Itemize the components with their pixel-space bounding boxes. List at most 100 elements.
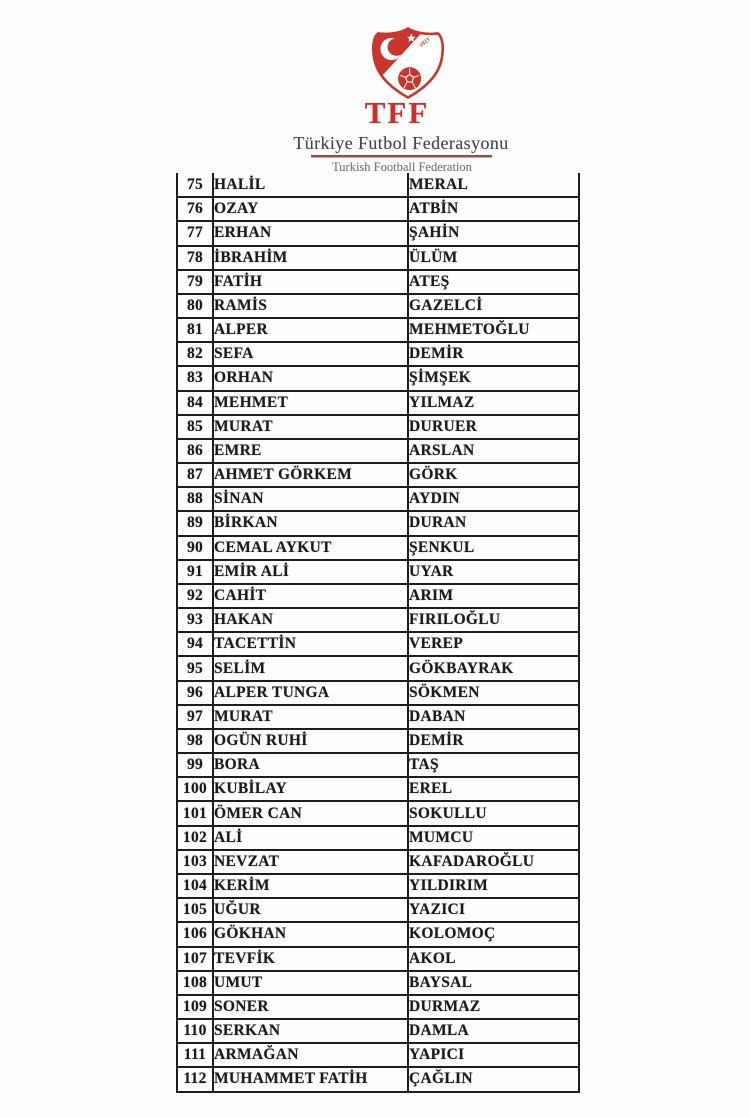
- row-last-name-cell: ATEŞ: [407, 268, 580, 295]
- row-last-name-cell: ŞİMŞEK: [407, 365, 580, 392]
- row-number-cell: 111: [176, 1042, 214, 1069]
- row-number-cell: 82: [176, 341, 214, 368]
- table-row: 81 ALPER MEHMETOĞLU: [176, 317, 580, 344]
- row-last-name-cell: ATBİN: [407, 196, 580, 223]
- tff-logo-block: 1923 TFF Türkiye Futbol Federasyonu Turk…: [0, 0, 750, 175]
- row-last-name-cell: GÖKBAYRAK: [407, 655, 580, 682]
- row-last-name-cell: DABAN: [407, 703, 580, 730]
- row-first-name-cell: KERİM: [212, 872, 409, 900]
- table-row: 83 ORHAN ŞİMŞEK: [176, 365, 580, 392]
- row-first-name-cell: ALPER: [212, 317, 409, 344]
- row-number-cell: 104: [176, 872, 214, 900]
- federation-name-turkish: Türkiye Futbol Federasyonu: [293, 133, 509, 153]
- row-number-cell: 76: [176, 196, 214, 223]
- row-first-name-cell: BİRKAN: [212, 510, 409, 537]
- row-last-name-cell: ŞENKUL: [407, 534, 580, 561]
- table-row: 94 TACETTİN VEREP: [176, 631, 580, 658]
- row-first-name-cell: FATİH: [212, 268, 409, 295]
- table-row: 86 EMRE ARSLAN: [176, 437, 580, 465]
- row-number-cell: 105: [176, 897, 214, 924]
- row-last-name-cell: FIRILOĞLU: [407, 607, 580, 634]
- row-first-name-cell: OZAY: [212, 196, 409, 223]
- row-number-cell: 109: [176, 993, 214, 1021]
- row-first-name-cell: NEVZAT: [212, 848, 409, 875]
- row-first-name-cell: ARMAĞAN: [212, 1042, 409, 1069]
- row-first-name-cell: SERKAN: [212, 1018, 409, 1045]
- row-first-name-cell: RAMİS: [212, 292, 409, 320]
- row-last-name-cell: TAŞ: [407, 752, 580, 779]
- table-row: 80 RAMİS GAZELCİ: [176, 292, 580, 320]
- table-row: 99 BORA TAŞ: [176, 752, 580, 779]
- table-row: 88 SİNAN AYDIN: [176, 486, 580, 513]
- row-last-name-cell: ÜLÜM: [407, 244, 580, 271]
- row-number-cell: 83: [176, 365, 214, 392]
- row-number-cell: 90: [176, 534, 214, 561]
- table-row: 107 TEVFİK AKOL: [176, 945, 580, 972]
- row-first-name-cell: TACETTİN: [212, 631, 409, 658]
- table-row: 101 ÖMER CAN SOKULLU: [176, 800, 580, 827]
- table-row: 79 FATİH ATEŞ: [176, 268, 580, 295]
- row-number-cell: 107: [176, 945, 214, 972]
- row-first-name-cell: GÖKHAN: [212, 921, 409, 948]
- table-row: 100 KUBİLAY EREL: [176, 776, 580, 803]
- row-number-cell: 75: [176, 173, 214, 199]
- row-last-name-cell: EREL: [407, 776, 580, 803]
- row-last-name-cell: SOKULLU: [407, 800, 580, 827]
- row-last-name-cell: GÖRK: [407, 462, 580, 489]
- row-number-cell: 79: [176, 268, 214, 295]
- row-last-name-cell: DURMAZ: [407, 993, 580, 1021]
- row-number-cell: 93: [176, 607, 214, 634]
- row-number-cell: 103: [176, 848, 214, 875]
- table-row: 75 HALİL MERAL: [176, 173, 580, 199]
- table-row: 91 EMİR ALİ UYAR: [176, 558, 580, 585]
- row-number-cell: 80: [176, 292, 214, 320]
- row-number-cell: 81: [176, 317, 214, 344]
- row-last-name-cell: MEHMETOĞLU: [407, 317, 580, 344]
- row-first-name-cell: EMİR ALİ: [212, 558, 409, 585]
- row-number-cell: 78: [176, 244, 214, 271]
- row-number-cell: 96: [176, 679, 214, 706]
- row-number-cell: 110: [176, 1018, 214, 1045]
- row-first-name-cell: SONER: [212, 993, 409, 1021]
- row-first-name-cell: SELİM: [212, 655, 409, 682]
- row-first-name-cell: EMRE: [212, 437, 409, 465]
- row-first-name-cell: ORHAN: [212, 365, 409, 392]
- roster-table-body: 75 HALİL MERAL 76 OZAY ATBİN 77 ERHAN ŞA…: [176, 173, 580, 1093]
- table-row: 110 SERKAN DAMLA: [176, 1018, 580, 1045]
- row-first-name-cell: MURAT: [212, 413, 409, 440]
- row-last-name-cell: DEMİR: [407, 727, 580, 755]
- table-row: 105 UĞUR YAZICI: [176, 897, 580, 924]
- row-number-cell: 91: [176, 558, 214, 585]
- row-number-cell: 101: [176, 800, 214, 827]
- table-row: 103 NEVZAT KAFADAROĞLU: [176, 848, 580, 875]
- table-row: 84 MEHMET YILMAZ: [176, 389, 580, 416]
- red-divider-line: [311, 155, 492, 158]
- row-last-name-cell: SÖKMEN: [407, 679, 580, 706]
- table-row: 85 MURAT DURUER: [176, 413, 580, 440]
- row-last-name-cell: MUMCU: [407, 824, 580, 851]
- row-last-name-cell: YAPICI: [407, 1042, 580, 1069]
- row-last-name-cell: AYDIN: [407, 486, 580, 513]
- table-row: 108 UMUT BAYSAL: [176, 969, 580, 996]
- row-number-cell: 112: [176, 1066, 214, 1093]
- table-row: 97 MURAT DABAN: [176, 703, 580, 730]
- row-first-name-cell: OGÜN RUHİ: [212, 727, 409, 755]
- table-row: 78 İBRAHİM ÜLÜM: [176, 244, 580, 271]
- row-first-name-cell: KUBİLAY: [212, 776, 409, 803]
- row-first-name-cell: CEMAL AYKUT: [212, 534, 409, 561]
- row-number-cell: 84: [176, 389, 214, 416]
- row-number-cell: 100: [176, 776, 214, 803]
- row-first-name-cell: MEHMET: [212, 389, 409, 416]
- row-last-name-cell: UYAR: [407, 558, 580, 585]
- row-number-cell: 106: [176, 921, 214, 948]
- row-last-name-cell: KOLOMOÇ: [407, 921, 580, 948]
- federation-name-english: Turkish Football Federation: [332, 160, 472, 174]
- row-number-cell: 94: [176, 631, 214, 658]
- row-number-cell: 86: [176, 437, 214, 465]
- row-first-name-cell: ÖMER CAN: [212, 800, 409, 827]
- table-row: 77 ERHAN ŞAHİN: [176, 220, 580, 247]
- row-last-name-cell: AKOL: [407, 945, 580, 972]
- table-row: 109 SONER DURMAZ: [176, 993, 580, 1021]
- row-number-cell: 102: [176, 824, 214, 851]
